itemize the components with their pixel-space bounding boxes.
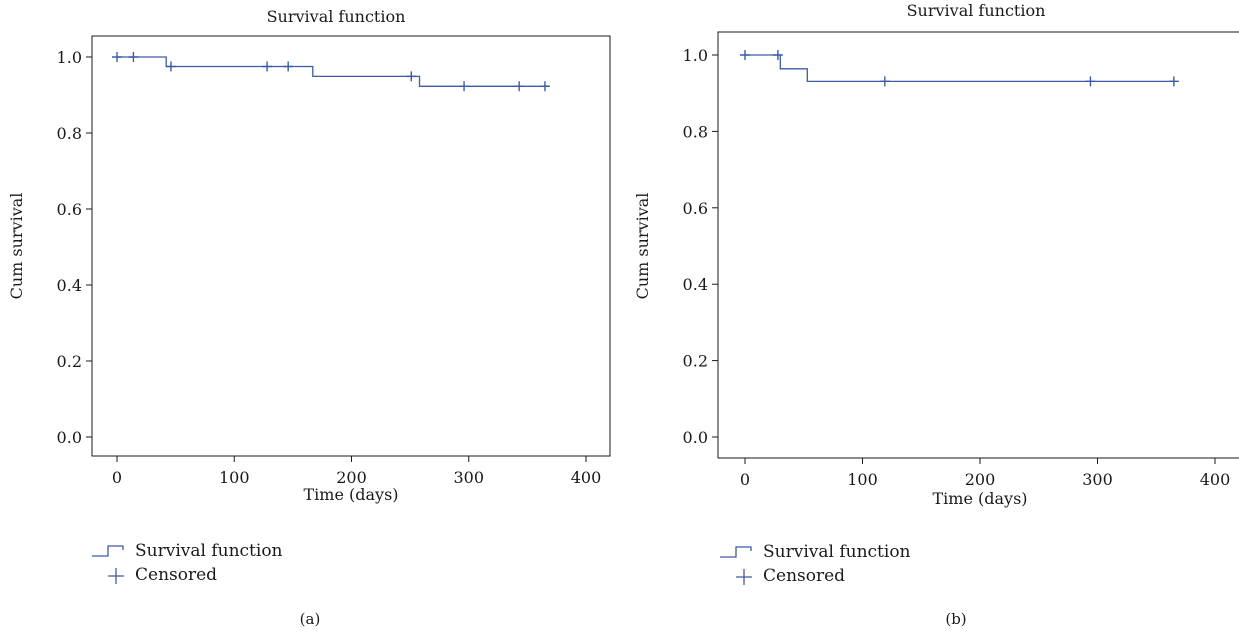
panel-label-a: (a): [299, 610, 321, 628]
panel-label-b: (b): [945, 610, 967, 628]
x-tick-label: 100: [219, 468, 250, 487]
censored-marker: [772, 50, 783, 60]
x-tick-label: 100: [847, 470, 878, 489]
survival-chart-a: Survival function 0.0 0.2 0.4 0.6 0.8 1.0 0 10…: [7, 7, 611, 504]
chart-panel-a: Survival function 0.0 0.2 0.4 0.6 0.8 1.0 0 10…: [7, 7, 611, 628]
y-tick-label: 0.6: [683, 199, 708, 218]
y-tick-label: 0.0: [57, 428, 82, 447]
y-tick-label: 0.4: [683, 275, 708, 294]
series-layer: [112, 52, 550, 92]
censored-marker: [1168, 76, 1179, 87]
censored-marker: [128, 52, 139, 62]
survival-function-line: [117, 56, 545, 87]
y-axis: 0.0 0.2 0.4 0.6 0.8 1.0: [57, 48, 92, 447]
censored-marker: [1085, 76, 1096, 87]
x-tick-label: 200: [965, 470, 996, 489]
legend-label-survival-function: Survival function: [763, 542, 911, 562]
plot-frame: [717, 31, 1239, 459]
censored-marker: [406, 71, 417, 82]
series-layer: [740, 50, 1179, 87]
censored-marker: [283, 61, 294, 72]
chart-title: Survival function: [907, 1, 1046, 20]
y-tick-label: 0.2: [57, 352, 82, 371]
legend-label-survival-function: Survival function: [135, 541, 283, 561]
censored-marker: [539, 81, 550, 92]
y-tick-label: 0.6: [57, 200, 82, 219]
step-line-icon: [720, 546, 752, 558]
legend: Survival function Censored: [718, 539, 978, 589]
plus-marker-icon: [736, 569, 752, 585]
legend-label-censored: Censored: [135, 565, 218, 585]
censored-marker: [740, 50, 750, 60]
censored-marker: [165, 61, 176, 72]
x-tick-label: 0: [112, 468, 122, 487]
y-tick-label: 0.8: [57, 124, 82, 143]
censored-marker: [459, 81, 470, 92]
y-tick-label: 0.2: [683, 352, 708, 371]
plus-marker-icon: [108, 568, 124, 584]
x-tick-label: 300: [1082, 470, 1113, 489]
x-axis-label: Time (days): [303, 485, 398, 504]
step-line-icon: [92, 545, 124, 557]
x-tick-label: 0: [740, 470, 750, 489]
survival-function-line: [745, 54, 1174, 83]
censored-marker: [879, 76, 890, 87]
x-tick-label: 300: [453, 468, 484, 487]
y-tick-label: 0.0: [683, 428, 708, 447]
censored-marker: [262, 61, 273, 72]
censored-marker: [112, 52, 122, 62]
y-axis-label: Cum survival: [7, 193, 26, 300]
y-tick-label: 0.4: [57, 276, 82, 295]
x-tick-label: 400: [1200, 470, 1231, 489]
legend: Survival function Censored: [90, 538, 350, 588]
x-axis: 0 100 200 300 400: [112, 456, 601, 487]
x-tick-label: 200: [336, 468, 367, 487]
x-axis-label: Time (days): [932, 489, 1027, 508]
chart-panel-b: Survival function 0.0 0.2 0.4 0.6 0.8 1.0 0 10…: [620, 0, 1239, 632]
y-axis-label: Cum survival: [633, 193, 652, 300]
censored-marker: [514, 81, 525, 92]
y-tick-label: 1.0: [57, 48, 82, 67]
x-axis: 0 100 200 300 400: [740, 458, 1230, 489]
legend-label-censored: Censored: [763, 566, 846, 586]
y-tick-label: 1.0: [683, 46, 708, 65]
chart-title: Survival function: [267, 7, 406, 26]
plot-frame: [91, 35, 611, 457]
survival-chart-b: Survival function 0.0 0.2 0.4 0.6 0.8 1.0 0 10…: [633, 1, 1239, 508]
y-tick-label: 0.8: [683, 122, 708, 141]
x-tick-label: 400: [571, 468, 602, 487]
y-axis: 0.0 0.2 0.4 0.6 0.8 1.0: [683, 46, 718, 447]
